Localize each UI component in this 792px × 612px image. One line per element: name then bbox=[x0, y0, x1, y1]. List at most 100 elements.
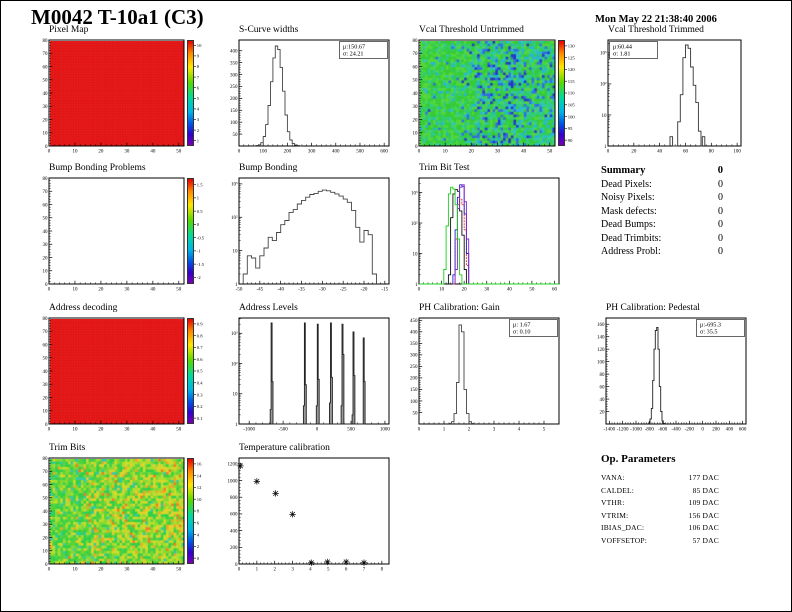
svg-text:-0.5: -0.5 bbox=[197, 235, 205, 240]
plot-ph-calibration-pedestal: PH Calibration: Pedestal -1400 -1200 -1000… bbox=[590, 303, 752, 434]
svg-text:σ: 1.81: σ: 1.81 bbox=[613, 51, 630, 58]
svg-text:115: 115 bbox=[568, 79, 575, 84]
svg-text:1: 1 bbox=[235, 283, 238, 288]
svg-text:-40: -40 bbox=[277, 288, 284, 293]
svg-text:0: 0 bbox=[418, 150, 421, 155]
summary-total: 0 bbox=[717, 165, 723, 176]
svg-text:-45: -45 bbox=[256, 288, 263, 293]
svg-text:125: 125 bbox=[568, 55, 576, 60]
svg-text:0: 0 bbox=[316, 428, 319, 433]
svg-text:5: 5 bbox=[543, 428, 546, 433]
svg-text:600: 600 bbox=[230, 513, 238, 518]
svg-text:0: 0 bbox=[701, 428, 704, 433]
svg-text:80: 80 bbox=[43, 177, 49, 182]
svg-text:0: 0 bbox=[238, 568, 241, 573]
svg-text:-20: -20 bbox=[361, 288, 368, 293]
summary-value: 0 bbox=[718, 205, 723, 217]
svg-text:0: 0 bbox=[235, 563, 238, 568]
svg-text:70: 70 bbox=[43, 470, 49, 475]
svg-text:160: 160 bbox=[597, 323, 605, 328]
svg-text:30: 30 bbox=[43, 243, 49, 248]
summary-label: Dead Pixels: bbox=[601, 178, 652, 190]
vcal_threshold_untrimmed-colorbar bbox=[558, 40, 565, 146]
svg-text:0.8: 0.8 bbox=[197, 333, 203, 338]
svg-text:50: 50 bbox=[176, 288, 182, 293]
temperature_calibration-chart-svg: 0 1 2 3 4 5 6 7 8 0 200 400 600 800 1000 1200 bbox=[228, 457, 390, 573]
op-label: VANA: bbox=[601, 473, 625, 482]
svg-text:60: 60 bbox=[552, 288, 558, 293]
svg-text:1.5: 1.5 bbox=[197, 182, 203, 187]
svg-text:-1: -1 bbox=[197, 249, 202, 254]
pixel_map-chart-svg: 0 10 20 30 40 50 0 10 20 30 40 50 60 70 80 10 9 8 7 6 5 4 3 2 1 bbox=[43, 39, 203, 155]
ph-pedestal-body: -1400 -1200 -1000 -800 -600 -400 -200 0 200 400 60… bbox=[590, 314, 752, 434]
summary-label: Address Probl: bbox=[601, 246, 661, 257]
svg-text:10²: 10² bbox=[231, 215, 238, 221]
svg-text:10: 10 bbox=[443, 150, 449, 155]
op-value: 106 DAC bbox=[688, 523, 719, 532]
svg-text:-50: -50 bbox=[236, 288, 243, 293]
svg-text:σ: 35.5: σ: 35.5 bbox=[700, 329, 717, 336]
trim_bits-heatmap-canvas bbox=[49, 458, 184, 564]
svg-text:1: 1 bbox=[235, 423, 238, 428]
svg-text:50: 50 bbox=[176, 428, 182, 433]
svg-text:50: 50 bbox=[413, 79, 419, 84]
svg-text:10³: 10³ bbox=[231, 182, 238, 188]
svg-text:σ: 0.10: σ: 0.10 bbox=[513, 329, 530, 336]
svg-text:20: 20 bbox=[43, 536, 49, 541]
svg-text:100: 100 bbox=[597, 360, 605, 365]
svg-text:20: 20 bbox=[98, 288, 104, 293]
plot-vcal-threshold-trimmed: Vcal Threshold Trimmed 0 20 40 60 80 100 1 10 10… bbox=[592, 25, 747, 156]
svg-text:40: 40 bbox=[43, 230, 49, 235]
svg-text:50: 50 bbox=[413, 411, 419, 416]
svg-text:μ:150.67: μ:150.67 bbox=[343, 43, 365, 50]
svg-text:8: 8 bbox=[197, 64, 200, 69]
svg-text:6: 6 bbox=[197, 520, 200, 525]
svg-text:20: 20 bbox=[413, 118, 419, 123]
plot-address-levels: Address Levels -1000 -500 0 500 1000 1 10 10² 10… bbox=[223, 303, 395, 434]
svg-text:40: 40 bbox=[150, 568, 156, 573]
vcal-untrimmed-body: 0 10 20 30 40 50 0 10 20 30 40 50 60 70 80 130 125 120 115… bbox=[403, 36, 585, 156]
address_decoding-heatmap-canvas bbox=[49, 318, 184, 424]
trim_bits-colorbar bbox=[187, 458, 194, 564]
svg-text:0: 0 bbox=[415, 145, 418, 150]
svg-text:100: 100 bbox=[568, 114, 576, 119]
plot-trim-bit-test: Trim Bit Test 0 10 20 30 40 50 60 1 10 10² 10³ bbox=[403, 163, 565, 294]
svg-text:20: 20 bbox=[469, 150, 475, 155]
svg-text:8: 8 bbox=[197, 509, 200, 514]
svg-text:40: 40 bbox=[43, 510, 49, 515]
svg-text:-1.5: -1.5 bbox=[197, 262, 205, 267]
svg-text:0.3: 0.3 bbox=[197, 392, 203, 397]
summary-label: Dead Bumps: bbox=[601, 219, 656, 230]
svg-text:3: 3 bbox=[493, 428, 496, 433]
op-parameters-title: Op. Parameters bbox=[601, 453, 676, 465]
svg-text:0.5: 0.5 bbox=[197, 209, 203, 214]
bump-bonding-problems-body: 0 10 20 30 40 50 0 10 20 30 40 50 60 70 80 1.5 1 0.5 0 -0.5… bbox=[33, 174, 214, 294]
plot-title: Address decoding bbox=[49, 303, 118, 313]
svg-text:5: 5 bbox=[327, 568, 330, 573]
op-value: 57 DAC bbox=[692, 535, 719, 545]
bump_bonding_problems-chart-svg: 0 10 20 30 40 50 0 10 20 30 40 50 60 70 80 1.5 1 0.5 0 -0.5… bbox=[43, 177, 205, 293]
svg-text:3: 3 bbox=[291, 568, 294, 573]
svg-text:20: 20 bbox=[600, 410, 606, 415]
svg-text:20: 20 bbox=[631, 150, 637, 155]
svg-text:-400: -400 bbox=[671, 428, 681, 433]
op-label: CALDEL: bbox=[601, 485, 635, 495]
svg-text:1: 1 bbox=[256, 568, 259, 573]
svg-text:105: 105 bbox=[568, 102, 576, 107]
svg-text:300: 300 bbox=[230, 73, 238, 78]
svg-text:16: 16 bbox=[197, 462, 202, 467]
svg-text:-800: -800 bbox=[645, 428, 655, 433]
svg-text:0: 0 bbox=[45, 423, 48, 428]
summary-row: Address Probl: 0 bbox=[601, 245, 723, 259]
svg-text:-600: -600 bbox=[658, 428, 668, 433]
summary-value: 0 bbox=[718, 246, 723, 257]
svg-text:10: 10 bbox=[413, 132, 419, 137]
trim-bits-body: 0 10 20 30 40 50 0 10 20 30 40 50 60 70 80 16 14 12 10 8 6 4 2… bbox=[33, 454, 214, 574]
svg-text:0: 0 bbox=[197, 222, 200, 227]
svg-text:100: 100 bbox=[410, 400, 418, 405]
svg-text:-35: -35 bbox=[298, 288, 305, 293]
svg-text:450: 450 bbox=[410, 319, 418, 324]
plot-title: S-Curve widths bbox=[239, 25, 299, 35]
svg-text:80: 80 bbox=[709, 150, 715, 155]
